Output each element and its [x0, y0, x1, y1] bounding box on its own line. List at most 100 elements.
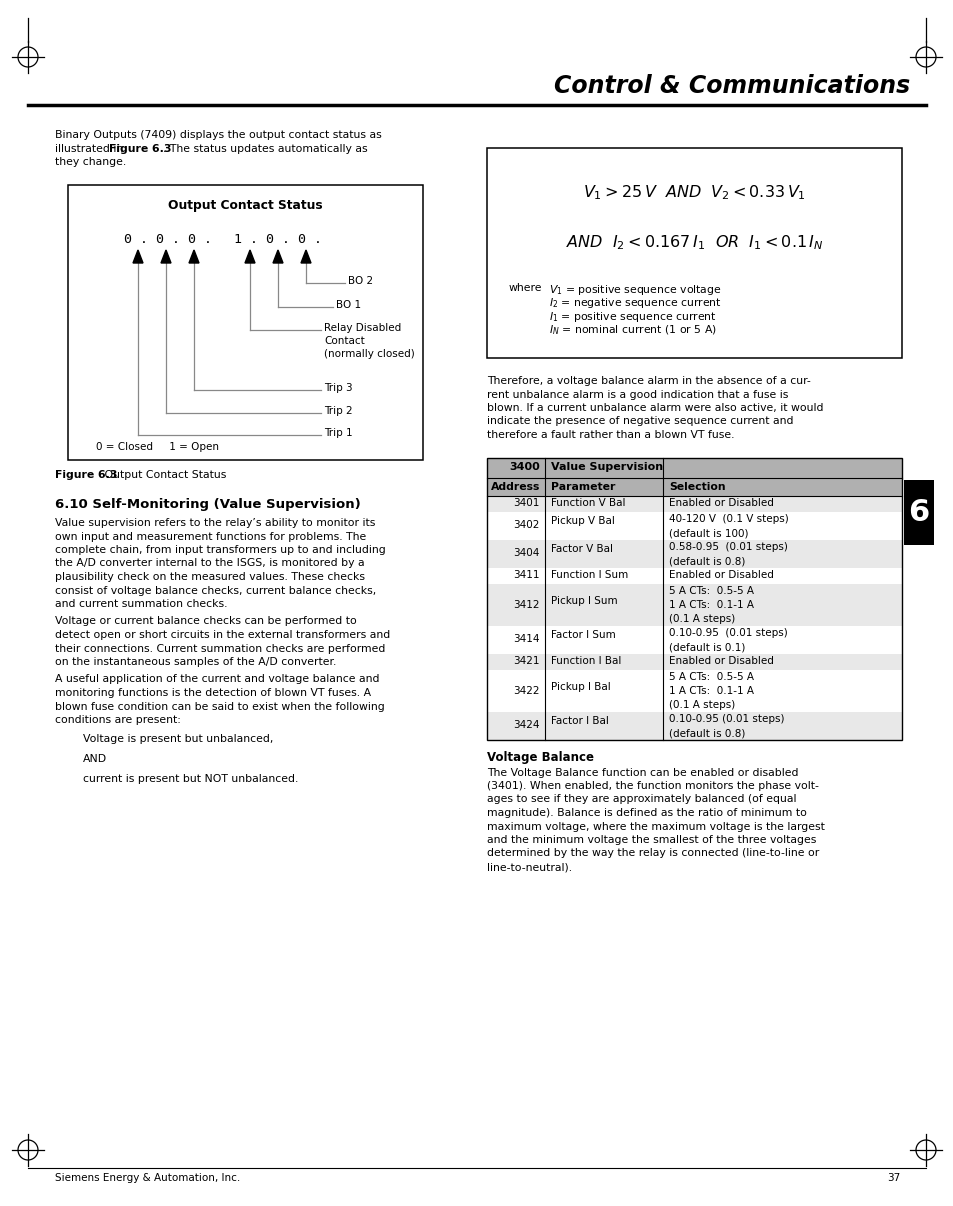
Text: monitoring functions is the detection of blown VT fuses. A: monitoring functions is the detection of…: [55, 687, 371, 698]
Text: their connections. Current summation checks are performed: their connections. Current summation che…: [55, 644, 385, 654]
Text: $I_2$ = negative sequence current: $I_2$ = negative sequence current: [548, 297, 720, 310]
Text: Function I Sum: Function I Sum: [551, 570, 628, 580]
Text: own input and measurement functions for problems. The: own input and measurement functions for …: [55, 532, 366, 541]
Bar: [486, 626, 901, 654]
Text: on the instantaneous samples of the A/D converter.: on the instantaneous samples of the A/D …: [55, 657, 336, 667]
Text: Factor V Bal: Factor V Bal: [551, 544, 613, 555]
Text: Function V Bal: Function V Bal: [551, 498, 625, 509]
Text: 3411: 3411: [513, 570, 539, 580]
Bar: [486, 148, 901, 358]
Text: Therefore, a voltage balance alarm in the absence of a cur-: Therefore, a voltage balance alarm in th…: [486, 376, 810, 386]
Text: magnitude). Balance is defined as the ratio of minimum to: magnitude). Balance is defined as the ra…: [486, 808, 806, 818]
Polygon shape: [132, 250, 143, 263]
Text: Control & Communications: Control & Communications: [553, 74, 909, 98]
Bar: [903, 480, 933, 545]
Text: Function I Bal: Function I Bal: [551, 656, 620, 667]
Text: current is present but NOT unbalanced.: current is present but NOT unbalanced.: [83, 773, 298, 784]
Text: 3402: 3402: [513, 521, 539, 531]
Text: Relay Disabled
Contact
(normally closed): Relay Disabled Contact (normally closed): [324, 323, 415, 359]
Text: BO 2: BO 2: [348, 276, 373, 286]
Text: Pickup I Bal: Pickup I Bal: [551, 681, 610, 691]
Text: Value supervision refers to the relay’s ability to monitor its: Value supervision refers to the relay’s …: [55, 519, 375, 528]
Text: Trip 3: Trip 3: [324, 384, 353, 393]
Bar: [486, 669, 901, 712]
Text: Trip 1: Trip 1: [324, 428, 353, 438]
Text: 6: 6: [907, 498, 928, 527]
Text: indicate the presence of negative sequence current and: indicate the presence of negative sequen…: [486, 416, 793, 427]
Text: $I_1$ = positive sequence current: $I_1$ = positive sequence current: [548, 310, 716, 324]
Polygon shape: [161, 250, 171, 263]
Text: and the minimum voltage the smallest of the three voltages: and the minimum voltage the smallest of …: [486, 835, 816, 845]
Text: 5 A CTs:  0.5-5 A
1 A CTs:  0.1-1 A
(0.1 A steps): 5 A CTs: 0.5-5 A 1 A CTs: 0.1-1 A (0.1 A…: [668, 586, 753, 624]
Text: Siemens Energy & Automation, Inc.: Siemens Energy & Automation, Inc.: [55, 1173, 240, 1183]
Text: Pickup I Sum: Pickup I Sum: [551, 596, 617, 605]
Text: ages to see if they are approximately balanced (of equal: ages to see if they are approximately ba…: [486, 795, 796, 804]
Polygon shape: [189, 250, 199, 263]
Text: 0.10-0.95  (0.01 steps)
(default is 0.1): 0.10-0.95 (0.01 steps) (default is 0.1): [668, 628, 787, 652]
Polygon shape: [273, 250, 283, 263]
Text: 5 A CTs:  0.5-5 A
1 A CTs:  0.1-1 A
(0.1 A steps): 5 A CTs: 0.5-5 A 1 A CTs: 0.1-1 A (0.1 A…: [668, 673, 753, 709]
Text: (3401). When enabled, the function monitors the phase volt-: (3401). When enabled, the function monit…: [486, 781, 818, 791]
Text: Parameter: Parameter: [551, 481, 615, 492]
Text: therefore a fault rather than a blown VT fuse.: therefore a fault rather than a blown VT…: [486, 431, 734, 440]
Text: blown fuse condition can be said to exist when the following: blown fuse condition can be said to exis…: [55, 702, 384, 712]
Polygon shape: [301, 250, 311, 263]
Text: BO 1: BO 1: [335, 300, 361, 310]
Text: 3421: 3421: [513, 656, 539, 667]
Text: 3404: 3404: [513, 549, 539, 558]
Text: plausibility check on the measured values. These checks: plausibility check on the measured value…: [55, 572, 365, 582]
Text: Voltage or current balance checks can be performed to: Voltage or current balance checks can be…: [55, 616, 356, 626]
Text: 3401: 3401: [513, 498, 539, 509]
Bar: [68, 185, 422, 459]
Text: complete chain, from input transformers up to and including: complete chain, from input transformers …: [55, 545, 385, 555]
Bar: [486, 568, 901, 584]
Text: maximum voltage, where the maximum voltage is the largest: maximum voltage, where the maximum volta…: [486, 821, 824, 831]
Text: 3422: 3422: [513, 685, 539, 696]
Text: 1 . 0 . 0 .: 1 . 0 . 0 .: [233, 233, 322, 246]
Text: rent unbalance alarm is a good indication that a fuse is: rent unbalance alarm is a good indicatio…: [486, 390, 787, 399]
Text: 0 . 0 . 0 .: 0 . 0 . 0 .: [124, 233, 212, 246]
Text: 0.58-0.95  (0.01 steps)
(default is 0.8): 0.58-0.95 (0.01 steps) (default is 0.8): [668, 543, 787, 566]
Text: 37: 37: [886, 1173, 899, 1183]
Text: 3424: 3424: [513, 720, 539, 731]
Text: . The status updates automatically as: . The status updates automatically as: [163, 144, 367, 153]
Text: blown. If a current unbalance alarm were also active, it would: blown. If a current unbalance alarm were…: [486, 403, 822, 412]
Bar: [486, 584, 901, 626]
Text: Pickup V Bal: Pickup V Bal: [551, 516, 615, 527]
Text: $I_N$ = nominal current (1 or 5 A): $I_N$ = nominal current (1 or 5 A): [548, 323, 716, 338]
Text: AND  $I_2 < 0.167\,I_1$  OR  $I_1 < 0.1\,I_N$: AND $I_2 < 0.167\,I_1$ OR $I_1 < 0.1\,I_…: [565, 233, 822, 252]
Text: illustrated in: illustrated in: [55, 144, 127, 153]
Polygon shape: [245, 250, 254, 263]
Text: 40-120 V  (0.1 V steps)
(default is 100): 40-120 V (0.1 V steps) (default is 100): [668, 515, 788, 538]
Text: conditions are present:: conditions are present:: [55, 715, 181, 725]
Text: determined by the way the relay is connected (line-to-line or: determined by the way the relay is conne…: [486, 849, 819, 859]
Text: where: where: [509, 283, 542, 293]
Bar: [486, 457, 901, 739]
Text: AND: AND: [83, 754, 107, 763]
Bar: [486, 478, 901, 496]
Text: 3400: 3400: [509, 462, 539, 473]
Text: Output Contact Status: Output Contact Status: [101, 470, 226, 480]
Text: Voltage Balance: Voltage Balance: [486, 751, 594, 765]
Text: and current summation checks.: and current summation checks.: [55, 599, 227, 609]
Text: 6.10 Self-Monitoring (Value Supervision): 6.10 Self-Monitoring (Value Supervision): [55, 498, 360, 511]
Bar: [486, 712, 901, 739]
Text: 0 = Closed     1 = Open: 0 = Closed 1 = Open: [96, 443, 219, 452]
Text: The Voltage Balance function can be enabled or disabled: The Voltage Balance function can be enab…: [486, 767, 798, 778]
Text: Factor I Sum: Factor I Sum: [551, 631, 615, 640]
Bar: [486, 496, 901, 511]
Text: Value Supervision: Value Supervision: [551, 462, 662, 473]
Text: 0.10-0.95 (0.01 steps)
(default is 0.8): 0.10-0.95 (0.01 steps) (default is 0.8): [668, 714, 783, 738]
Text: detect open or short circuits in the external transformers and: detect open or short circuits in the ext…: [55, 630, 390, 640]
Bar: [486, 457, 901, 478]
Text: $V_1 > 25\,V$  AND  $V_2 < 0.33\,V_1$: $V_1 > 25\,V$ AND $V_2 < 0.33\,V_1$: [582, 183, 805, 201]
Bar: [486, 654, 901, 669]
Text: Figure 6.3: Figure 6.3: [110, 144, 172, 153]
Text: consist of voltage balance checks, current balance checks,: consist of voltage balance checks, curre…: [55, 585, 375, 596]
Text: Selection: Selection: [668, 481, 725, 492]
Text: line-to-neutral).: line-to-neutral).: [486, 862, 572, 872]
Text: 3414: 3414: [513, 634, 539, 644]
Bar: [486, 511, 901, 539]
Text: Enabled or Disabled: Enabled or Disabled: [668, 570, 773, 580]
Text: Figure 6.3: Figure 6.3: [55, 470, 117, 480]
